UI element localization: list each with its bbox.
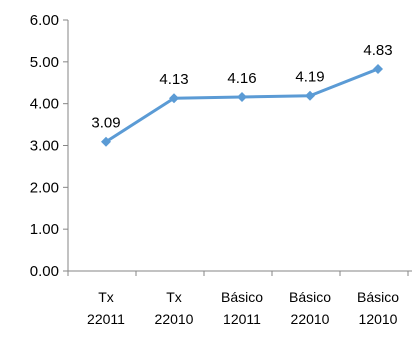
data-label: 4.16 xyxy=(227,70,256,87)
x-tick-label: Básico 12010 xyxy=(357,289,399,327)
x-tick-label-line: Tx xyxy=(166,289,182,305)
series: 3.09 4.13 4.16 4.19 4.83 xyxy=(91,42,393,147)
data-point xyxy=(237,91,247,102)
data-point xyxy=(373,63,383,74)
y-axis: 0.00 1.00 2.00 3.00 4.00 5.00 6.00 xyxy=(30,12,69,280)
x-tick-label: Básico 22010 xyxy=(289,289,331,327)
data-label: 4.83 xyxy=(363,42,392,59)
y-tick-label: 1.00 xyxy=(30,221,59,238)
x-tick-label-line: Tx xyxy=(98,289,114,305)
data-label: 3.09 xyxy=(91,115,120,132)
x-tick-label-line: 22010 xyxy=(155,311,194,327)
data-point xyxy=(169,93,179,104)
y-tick-label: 6.00 xyxy=(30,12,59,29)
y-tick-label: 2.00 xyxy=(30,179,59,196)
x-tick-label-line: Básico xyxy=(221,289,263,305)
x-tick-label-line: Básico xyxy=(289,289,331,305)
x-tick-label-line: 12011 xyxy=(223,311,261,327)
data-point xyxy=(305,90,315,101)
data-label: 4.19 xyxy=(295,69,324,86)
x-tick-label-line: 12010 xyxy=(359,311,398,327)
x-tick-label-line: Básico xyxy=(357,289,399,305)
y-tick-label: 5.00 xyxy=(30,54,59,71)
data-label: 4.13 xyxy=(159,71,188,88)
x-tick-label: Tx 22011 xyxy=(87,289,125,327)
y-tick-label: 4.00 xyxy=(30,96,59,113)
x-tick-label: Tx 22010 xyxy=(155,289,194,327)
data-point xyxy=(101,136,111,147)
x-tick-label-line: 22010 xyxy=(291,311,330,327)
y-tick-label: 0.00 xyxy=(30,263,59,280)
x-tick-label-line: 22011 xyxy=(87,311,125,327)
y-tick-label: 3.00 xyxy=(30,138,59,155)
x-tick-label: Básico 12011 xyxy=(221,289,263,327)
